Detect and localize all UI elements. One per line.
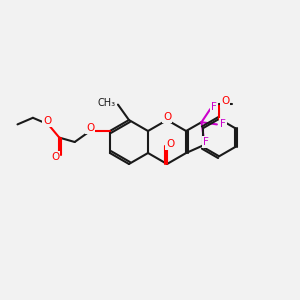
Text: F: F (220, 119, 226, 129)
Text: O: O (163, 112, 171, 122)
Text: O: O (86, 123, 94, 133)
Text: F: F (203, 136, 208, 147)
Text: O: O (51, 152, 59, 162)
Text: F: F (212, 102, 217, 112)
Text: O: O (221, 97, 230, 106)
Text: CH₃: CH₃ (98, 98, 116, 108)
Text: O: O (166, 140, 174, 149)
Text: O: O (43, 116, 51, 126)
